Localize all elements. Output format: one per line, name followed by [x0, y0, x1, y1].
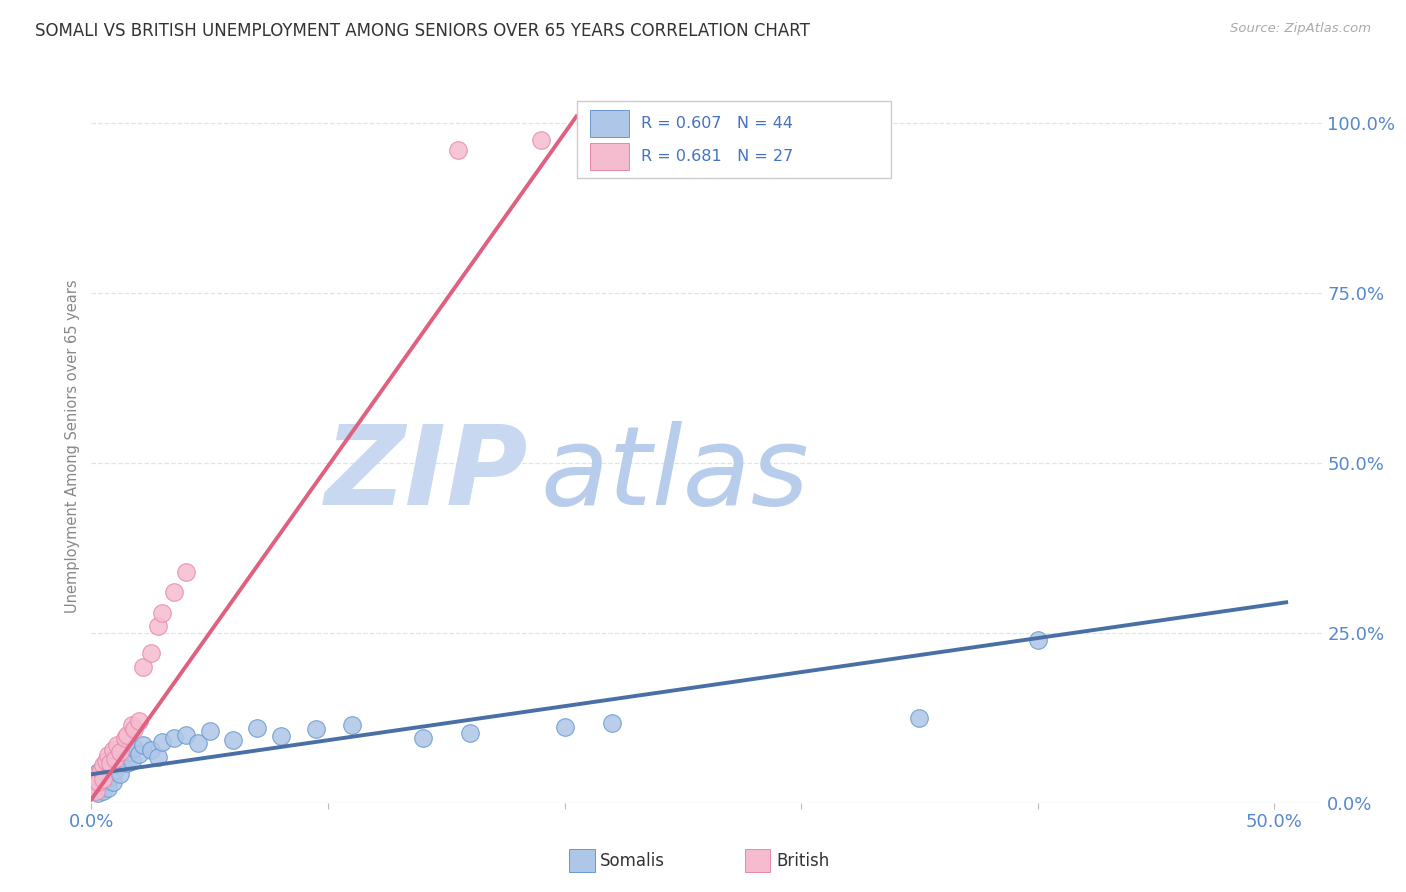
Point: [94, 754, 117, 768]
Point: [87, 765, 110, 780]
Point: [246, 721, 269, 735]
Point: [97, 780, 120, 795]
Point: [98, 770, 121, 784]
Text: ZIP: ZIP: [325, 421, 529, 528]
Point: [91, 758, 114, 772]
Point: [114, 748, 136, 763]
Point: [114, 731, 136, 746]
Point: [447, 144, 470, 158]
FancyBboxPatch shape: [578, 102, 891, 178]
Point: [150, 734, 173, 748]
Point: [90, 777, 112, 791]
Point: [554, 720, 576, 734]
Text: SOMALI VS BRITISH UNEMPLOYMENT AMONG SENIORS OVER 65 YEARS CORRELATION CHART: SOMALI VS BRITISH UNEMPLOYMENT AMONG SEN…: [35, 22, 810, 40]
Point: [90, 769, 112, 783]
Point: [84, 772, 107, 786]
Point: [87, 786, 110, 800]
Point: [91, 772, 114, 786]
Point: [139, 743, 162, 757]
FancyBboxPatch shape: [589, 143, 628, 169]
Point: [908, 711, 931, 725]
Point: [146, 749, 169, 764]
Text: Source: ZipAtlas.com: Source: ZipAtlas.com: [1230, 22, 1371, 36]
Point: [128, 747, 150, 761]
Point: [90, 763, 112, 777]
Point: [104, 751, 127, 765]
Point: [118, 745, 141, 759]
Text: atlas: atlas: [540, 421, 808, 528]
Point: [174, 728, 197, 742]
Text: British: British: [776, 852, 830, 870]
Point: [139, 646, 162, 660]
Text: Somalis: Somalis: [600, 852, 665, 870]
Point: [115, 728, 138, 742]
Point: [104, 755, 127, 769]
Point: [83, 779, 105, 793]
Point: [132, 660, 155, 674]
Point: [198, 724, 221, 739]
Point: [84, 783, 107, 797]
Point: [107, 758, 129, 772]
Point: [150, 606, 173, 620]
Point: [163, 585, 186, 599]
Point: [111, 751, 134, 765]
Point: [132, 738, 155, 752]
Point: [94, 758, 117, 772]
Point: [97, 748, 120, 763]
Point: [84, 782, 107, 797]
Point: [305, 723, 328, 737]
Point: [128, 714, 150, 729]
Point: [94, 774, 117, 789]
Point: [600, 715, 623, 730]
Point: [91, 762, 114, 776]
Y-axis label: Unemployment Among Seniors over 65 years: Unemployment Among Seniors over 65 years: [65, 279, 80, 613]
Point: [121, 754, 143, 768]
Text: R = 0.681   N = 27: R = 0.681 N = 27: [641, 149, 793, 164]
Point: [107, 738, 129, 752]
Point: [122, 741, 145, 756]
Point: [104, 763, 127, 777]
Point: [163, 731, 186, 746]
Point: [174, 565, 197, 579]
Point: [1026, 632, 1049, 647]
Point: [98, 756, 121, 771]
Point: [101, 743, 124, 757]
Point: [83, 779, 105, 793]
FancyBboxPatch shape: [589, 110, 628, 137]
Point: [412, 731, 434, 746]
Point: [458, 726, 481, 740]
Text: R = 0.607   N = 44: R = 0.607 N = 44: [641, 116, 793, 131]
Point: [340, 717, 363, 731]
Point: [108, 767, 131, 781]
Point: [87, 775, 110, 789]
Point: [222, 733, 245, 747]
Point: [121, 717, 143, 731]
Point: [91, 783, 114, 797]
Point: [270, 729, 292, 743]
Point: [115, 756, 138, 771]
Point: [122, 723, 145, 737]
Point: [108, 745, 131, 759]
Point: [146, 619, 169, 633]
Point: [84, 769, 107, 783]
Point: [101, 775, 124, 789]
Point: [187, 736, 209, 750]
Point: [530, 133, 553, 147]
